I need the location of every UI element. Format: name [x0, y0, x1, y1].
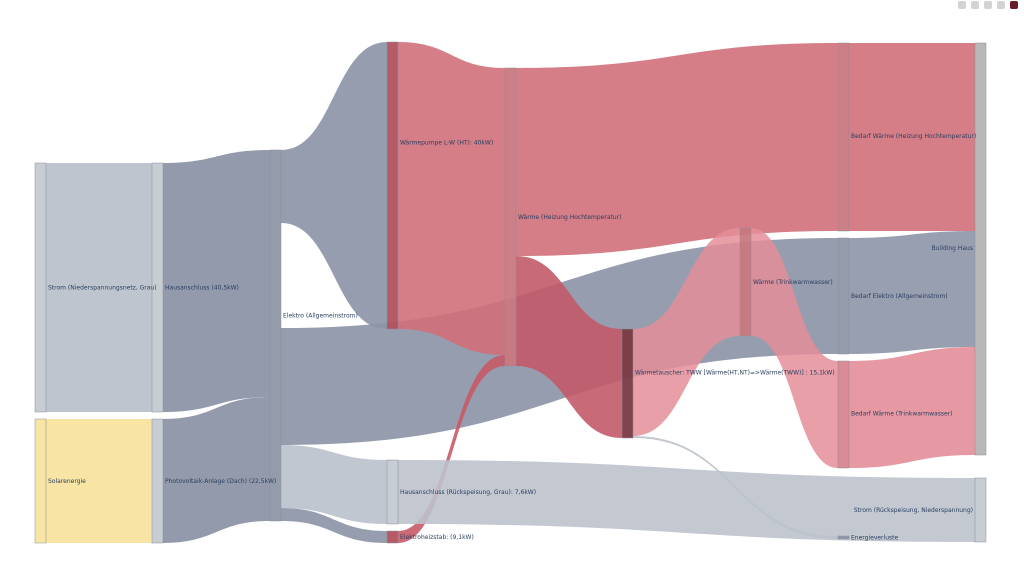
- sankey-node-label-wt: Wärmetauscher: TWW [Wärme(HT,NT)=>Wärme(…: [635, 370, 835, 377]
- sankey-node-label-waerme_ht: Wärme (Heizung Hochtemperatur): [518, 214, 622, 221]
- logo-icon[interactable]: [1010, 1, 1018, 9]
- sankey-node-netz_rueck[interactable]: [974, 477, 987, 543]
- sankey-node-label-bedarf_el: Bedarf Elektro (Allgemeinstrom): [851, 293, 948, 300]
- sankey-link-heizstab-to-waerme_ht[interactable]: [398, 355, 505, 543]
- sankey-node-wp[interactable]: [386, 41, 399, 330]
- sankey-link-wt-to-waerme_tww[interactable]: [633, 228, 740, 436]
- sankey-node-label-solar: Solarenergie: [48, 478, 86, 485]
- sankey-node-label-bedarf_tww: Bedarf Wärme (Trinkwarmwasser): [851, 411, 952, 418]
- sankey-node-label-verluste: Energieverluste: [851, 535, 898, 542]
- sankey-node-bedarf_el[interactable]: [837, 237, 850, 355]
- sankey-node-label-hausanschluss: Hausanschluss (40,5kW): [165, 285, 239, 292]
- links-layer: [46, 42, 975, 543]
- sankey-node-netz[interactable]: [34, 162, 47, 413]
- sankey-node-label-netz: Strom (Niederspannungsnetz, Grau): [48, 285, 157, 292]
- sankey-node-heizstab[interactable]: [386, 530, 399, 544]
- modebar: [958, 0, 1018, 10]
- sankey-node-wt[interactable]: [621, 328, 634, 439]
- sankey-node-elektro[interactable]: [269, 149, 282, 522]
- sankey-node-label-bedarf_ht: Bedarf Wärme (Heizung Hochtemperatur): [851, 133, 976, 140]
- sankey-link-elektro-to-ha_rueck[interactable]: [281, 445, 387, 524]
- sankey-node-label-building: Building Haus: [932, 245, 973, 252]
- sankey-node-verluste[interactable]: [837, 535, 850, 540]
- sankey-link-bedarf_ht-to-building[interactable]: [849, 43, 975, 231]
- sankey-link-elektro-to-heizstab[interactable]: [281, 508, 387, 543]
- sankey-link-waerme_ht-to-bedarf_ht[interactable]: [516, 43, 838, 256]
- sankey-link-bedarf_tww-to-building[interactable]: [849, 347, 975, 468]
- sankey-node-waerme_tww[interactable]: [739, 227, 752, 337]
- sankey-node-solar[interactable]: [34, 418, 47, 544]
- sankey-link-ha_rueck-to-netz_rueck[interactable]: [398, 460, 975, 542]
- pan-icon[interactable]: [984, 1, 992, 9]
- sankey-node-label-wp: Wärmepumpe L-W (HT): 40kW): [400, 140, 493, 147]
- sankey-link-pv-to-elektro[interactable]: [163, 397, 270, 543]
- nodes-layer: [34, 41, 987, 544]
- sankey-link-bedarf_el-to-building[interactable]: [849, 231, 975, 354]
- sankey-link-waerme_ht-to-wt[interactable]: [516, 256, 622, 438]
- sankey-node-label-heizstab: Elektroheizstab: (9,1kW): [400, 534, 474, 541]
- sankey-node-building[interactable]: [974, 42, 987, 456]
- labels-layer: Strom (Niederspannungsnetz, Grau) Solaren…: [48, 133, 976, 542]
- sankey-node-hausanschluss[interactable]: [151, 162, 164, 413]
- sankey-link-elektro-to-wp[interactable]: [281, 42, 387, 329]
- sankey-node-ha_rueck[interactable]: [386, 459, 399, 525]
- sankey-link-solar-to-pv[interactable]: [46, 419, 152, 543]
- sankey-link-waerme_tww-to-bedarf_tww[interactable]: [751, 228, 838, 468]
- sankey-node-waerme_ht[interactable]: [504, 67, 517, 367]
- sankey-link-hausanschluss-to-elektro[interactable]: [163, 150, 270, 412]
- sankey-node-bedarf_ht[interactable]: [837, 42, 850, 232]
- sankey-link-netz-to-hausanschluss[interactable]: [46, 163, 152, 412]
- zoom-icon[interactable]: [971, 1, 979, 9]
- home-icon[interactable]: [997, 1, 1005, 9]
- sankey-node-label-ha_rueck: Hausanschluss (Rückspeisung, Grau): 7,6k…: [400, 489, 536, 496]
- camera-icon[interactable]: [958, 1, 966, 9]
- sankey-node-pv[interactable]: [151, 418, 164, 544]
- sankey-node-bedarf_tww[interactable]: [837, 360, 850, 469]
- sankey-link-wp-to-waerme_ht[interactable]: [398, 42, 505, 355]
- sankey-node-label-pv: Photovoltaik-Anlage (Dach) (22,5kW): [165, 478, 276, 485]
- sankey-node-label-elektro: Elektro (Allgemeinstrom): [283, 313, 358, 320]
- sankey-node-label-waerme_tww: Wärme (Trinkwarmwasser): [753, 279, 833, 286]
- sankey-node-label-netz_rueck: Strom (Rückspeisung, Niederspannung): [854, 507, 973, 514]
